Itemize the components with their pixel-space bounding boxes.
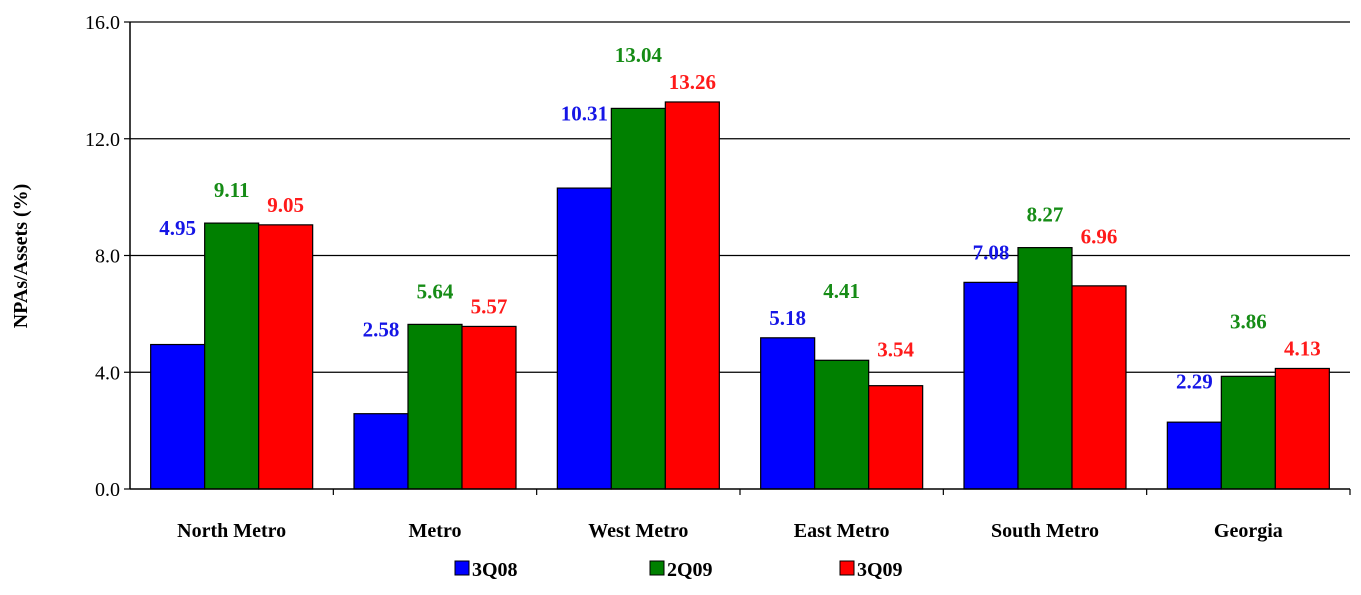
bar-2q09: [814, 359, 870, 490]
bar-3q09: [461, 325, 517, 490]
y-tick-label: 12.0: [85, 129, 120, 151]
data-label-2q09: 13.04: [615, 43, 663, 67]
y-tick-label: 16.0: [85, 12, 120, 34]
legend-swatch-3q08: [454, 560, 470, 576]
legend-label-3q08: 3Q08: [472, 559, 518, 581]
y-axis-ticks: 0.0 4.0 8.0 12.0 16.0: [85, 12, 130, 501]
data-label-2q09: 9.11: [214, 178, 250, 202]
legend-label-3q09: 3Q09: [857, 559, 903, 581]
legend: 3Q08 2Q09 3Q09: [454, 559, 903, 581]
data-label-3q09: 9.05: [267, 193, 304, 217]
y-tick-label: 0.0: [95, 479, 120, 501]
legend-label-2q09: 2Q09: [667, 559, 713, 581]
legend-swatch-2q09: [649, 560, 665, 576]
data-label-3q09: 6.96: [1081, 225, 1118, 249]
bar-3q09: [1274, 367, 1330, 490]
bar-3q08: [1166, 421, 1222, 490]
data-label-3q08: 5.18: [769, 306, 806, 330]
bar-2q09: [1017, 247, 1073, 490]
bar-3q09: [664, 101, 720, 490]
data-label-3q08: 4.95: [159, 216, 196, 240]
bar-2q09: [610, 107, 666, 490]
data-label-2q09: 5.64: [417, 279, 454, 303]
bar-3q09: [1071, 285, 1127, 490]
data-label-3q09: 13.26: [669, 70, 716, 94]
bars: [150, 101, 1330, 490]
x-tick-label: Metro: [409, 520, 462, 542]
bar-3q09: [868, 385, 924, 490]
bar-2q09: [407, 323, 463, 490]
x-tick-label: South Metro: [991, 520, 1099, 542]
data-label-3q08: 7.08: [973, 241, 1010, 265]
data-label-3q09: 3.54: [877, 337, 914, 361]
bar-3q08: [353, 413, 409, 490]
y-axis-label: NPAs/Assets (%): [10, 184, 32, 329]
bar-3q08: [963, 281, 1019, 490]
x-tick-label: West Metro: [588, 520, 688, 542]
bar-3q09: [258, 224, 314, 490]
legend-swatch-3q09: [839, 560, 855, 576]
gridlines: [130, 21, 1350, 373]
data-label-2q09: 8.27: [1027, 203, 1064, 227]
x-tick-label: Georgia: [1214, 520, 1283, 542]
x-axis-ticks: North Metro Metro West Metro East Metro Sout…: [177, 489, 1351, 542]
bar-2q09: [1220, 375, 1276, 490]
x-tick-label: East Metro: [794, 520, 890, 542]
y-tick-label: 4.0: [95, 362, 120, 384]
bar-3q08: [760, 337, 816, 490]
data-label-3q08: 10.31: [561, 101, 608, 125]
bar-3q08: [150, 343, 206, 490]
bar-3q08: [556, 187, 612, 490]
data-label-2q09: 3.86: [1230, 309, 1267, 333]
y-tick-label: 8.0: [95, 246, 120, 268]
data-label-2q09: 4.41: [823, 279, 860, 303]
data-label-3q08: 2.29: [1176, 369, 1213, 393]
bar-2q09: [204, 222, 260, 490]
data-label-3q08: 2.58: [363, 317, 400, 341]
x-tick-label: North Metro: [177, 520, 286, 542]
data-label-3q09: 5.57: [471, 294, 508, 318]
data-label-3q09: 4.13: [1284, 336, 1321, 360]
